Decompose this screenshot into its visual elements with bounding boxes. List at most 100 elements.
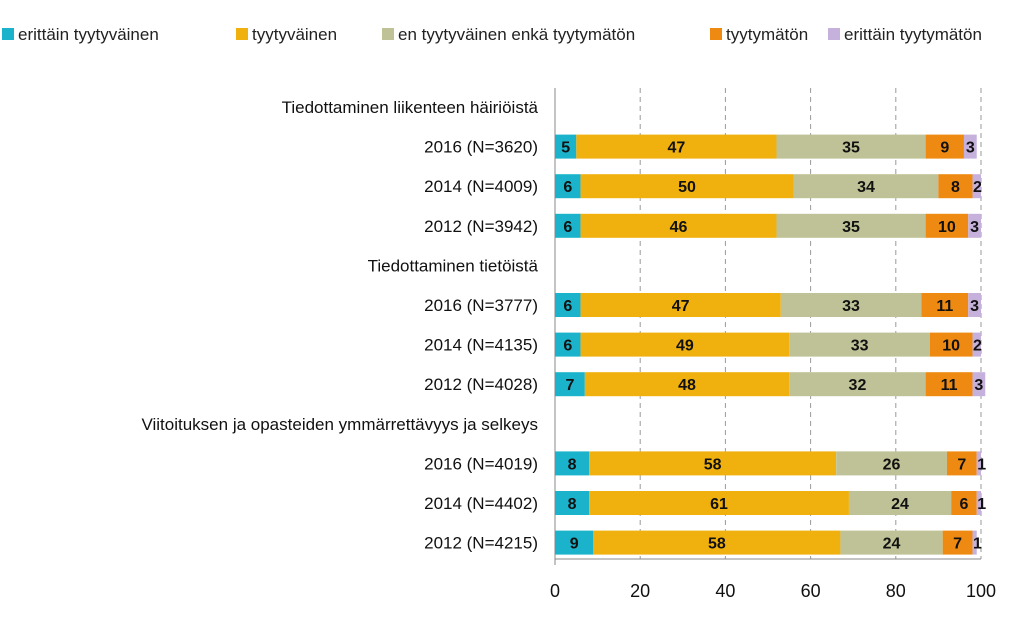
bar-segment (780, 293, 922, 317)
bar-row: 9 58 24 7 1 (555, 530, 982, 555)
legend-label: erittäin tyytyväinen (18, 25, 159, 44)
data-label: 10 (938, 219, 956, 236)
x-tick-label: 80 (886, 581, 906, 601)
legend-swatch (828, 28, 840, 40)
row-label: 2014 (N=4402) (424, 494, 538, 513)
bar-segment (972, 530, 977, 555)
x-tick-label: 100 (966, 581, 996, 601)
data-label: 46 (670, 219, 688, 236)
bar-row: 6 49 33 10 2 (555, 332, 982, 357)
data-label: 61 (710, 496, 728, 513)
data-label: 9 (570, 536, 579, 553)
data-label: 11 (936, 298, 953, 315)
group-heading: Tiedottaminen liikenteen häiriöistä (282, 98, 539, 117)
data-label: 1 (973, 536, 982, 553)
data-label: 2 (973, 338, 982, 355)
data-label: 58 (704, 456, 722, 473)
data-label: 1 (977, 496, 986, 513)
legend-item: en tyytyväinen enkä tyytymätön (382, 25, 635, 44)
data-label: 6 (563, 298, 572, 315)
bar-row: 7 48 32 11 3 (555, 372, 986, 397)
bar-segment (789, 332, 930, 357)
data-label: 2 (973, 179, 982, 196)
data-label: 35 (842, 219, 860, 236)
data-label: 11 (941, 377, 958, 394)
bar-segment (929, 332, 973, 357)
legend-item: erittäin tyytymätön (828, 25, 982, 44)
data-label: 6 (563, 219, 572, 236)
bar-segment (580, 213, 777, 238)
bar-segment (776, 213, 926, 238)
bar-segment (968, 293, 981, 317)
x-tick-label: 40 (715, 581, 735, 601)
bar-row: 6 47 33 11 3 (555, 293, 981, 317)
data-label: 8 (568, 496, 577, 513)
bar-segment (976, 491, 981, 515)
data-label: 6 (960, 496, 969, 513)
bar-row: 6 50 34 8 2 (555, 174, 982, 199)
bar-segment (946, 451, 977, 476)
data-label: 34 (857, 179, 875, 196)
bar-segment (580, 332, 790, 357)
legend-item: erittäin tyytyväinen (2, 25, 159, 44)
bar-segment (555, 372, 585, 397)
row-label: 2016 (N=3620) (424, 138, 538, 157)
bar-segment (972, 372, 986, 397)
row-labels: Tiedottaminen liikenteen häiriöistä 2016 … (141, 98, 538, 553)
bar-segment (555, 174, 581, 199)
bar-segment (968, 213, 981, 238)
data-label: 3 (974, 377, 983, 394)
data-label: 50 (678, 179, 696, 196)
grid (554, 88, 982, 565)
bar-segment (584, 372, 790, 397)
bar-segment (580, 174, 794, 199)
row-label: 2012 (N=4028) (424, 375, 538, 394)
legend-label: tyytyväinen (252, 25, 337, 44)
data-label: 9 (940, 140, 949, 157)
legend-swatch (382, 28, 394, 40)
bar-segment (555, 530, 594, 555)
data-label: 8 (951, 179, 960, 196)
bar-segment (925, 213, 969, 238)
x-tick-label: 0 (550, 581, 560, 601)
data-label: 6 (563, 179, 572, 196)
legend: erittäin tyytyväinen tyytyväinen en tyytyv… (2, 25, 982, 44)
data-label: 1 (977, 456, 986, 473)
data-label: 5 (561, 140, 570, 157)
row-label: 2016 (N=3777) (424, 296, 538, 315)
bar-segment (580, 293, 781, 317)
bar-segment (938, 174, 973, 199)
row-label: 2012 (N=4215) (424, 534, 538, 553)
x-tick-label: 60 (801, 581, 821, 601)
data-label: 32 (849, 377, 867, 394)
legend-swatch (236, 28, 248, 40)
bar-segment (963, 134, 977, 159)
row-label: 2014 (N=4009) (424, 177, 538, 196)
bar-segment (593, 530, 841, 555)
data-label: 26 (883, 456, 901, 473)
bar-segment (951, 491, 977, 515)
row-label: 2014 (N=4135) (424, 336, 538, 355)
data-label: 48 (678, 377, 696, 394)
bar-segment (555, 491, 590, 515)
data-label: 7 (565, 377, 574, 394)
data-label: 33 (851, 338, 869, 355)
legend-item: tyytymätön (710, 25, 808, 44)
data-label: 47 (672, 298, 690, 315)
bar-segment (921, 293, 969, 317)
data-label: 10 (942, 338, 960, 355)
legend-label: en tyytyväinen enkä tyytymätön (398, 25, 635, 44)
bars: 5 47 35 9 36 50 34 8 26 46 35 10 36 47 33 11 36 49 33 10 27 4… (555, 134, 986, 555)
bar-row: 5 47 35 9 3 (555, 134, 977, 159)
bar-segment (836, 451, 947, 476)
data-label: 6 (563, 338, 572, 355)
bar-segment (793, 174, 939, 199)
bar-segment (555, 213, 581, 238)
row-label: 2012 (N=3942) (424, 217, 538, 236)
bar-row: 6 46 35 10 3 (555, 213, 981, 238)
bar-segment (589, 491, 849, 515)
data-label: 24 (891, 496, 909, 513)
bar-segment (555, 451, 590, 476)
